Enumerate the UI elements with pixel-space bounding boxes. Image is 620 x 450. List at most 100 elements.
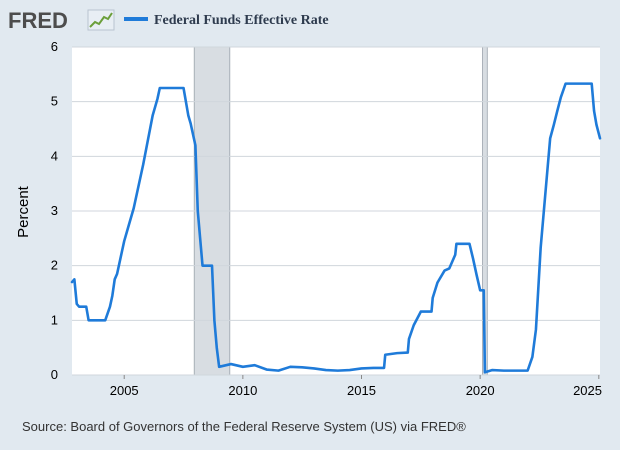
y-tick-label: 4 xyxy=(51,148,58,163)
data-point xyxy=(212,292,215,294)
data-point xyxy=(348,369,351,371)
data-point xyxy=(170,87,173,89)
data-point xyxy=(360,367,363,370)
data-point xyxy=(104,319,107,322)
data-point xyxy=(462,242,465,245)
x-tick-label: 2020 xyxy=(466,383,495,398)
data-point xyxy=(502,369,505,372)
data-point xyxy=(472,257,474,260)
data-point xyxy=(491,369,493,371)
data-point xyxy=(203,264,206,267)
data-point xyxy=(301,366,304,369)
data-point xyxy=(211,264,213,267)
data-point xyxy=(194,144,197,147)
y-tick-label: 6 xyxy=(51,39,58,54)
data-point xyxy=(199,237,202,240)
y-axis: 0 1 2 3 4 5 6 xyxy=(51,39,58,382)
data-point xyxy=(535,328,537,331)
data-point xyxy=(313,367,315,370)
data-point xyxy=(241,365,244,368)
data-point xyxy=(218,365,221,368)
data-point xyxy=(419,310,422,313)
x-tick-label: 2010 xyxy=(228,383,257,398)
data-point xyxy=(475,274,478,276)
data-point xyxy=(123,240,126,242)
series-layer xyxy=(70,82,602,374)
data-point xyxy=(546,164,549,167)
data-point xyxy=(94,319,97,322)
series-line xyxy=(70,82,602,374)
data-point xyxy=(189,122,192,125)
data-point xyxy=(75,303,78,305)
y-tick-label: 0 xyxy=(51,367,58,382)
data-point xyxy=(396,352,399,355)
data-point xyxy=(289,365,292,368)
data-point xyxy=(92,319,95,322)
data-point xyxy=(325,369,327,371)
data-point xyxy=(406,351,409,354)
header: FRED Federal Funds Effective Rate xyxy=(8,8,329,33)
fred-logo[interactable]: FRED xyxy=(8,8,68,33)
data-point xyxy=(384,353,387,356)
data-point xyxy=(78,305,81,308)
data-point xyxy=(111,294,114,297)
data-point xyxy=(482,289,485,292)
legend-label: Federal Funds Effective Rate xyxy=(154,13,329,28)
x-tick-label: 2005 xyxy=(110,383,139,398)
data-point xyxy=(132,207,135,210)
y-tick-label: 5 xyxy=(51,94,58,109)
y-tick-label: 2 xyxy=(51,258,58,273)
data-point xyxy=(118,262,121,264)
data-point xyxy=(253,364,256,367)
data-point xyxy=(85,305,88,308)
data-point xyxy=(196,210,199,212)
data-point xyxy=(71,281,73,283)
data-point xyxy=(408,338,410,340)
x-tick-label: 2015 xyxy=(347,383,376,398)
data-point xyxy=(137,185,140,188)
data-point xyxy=(87,319,90,322)
data-point xyxy=(564,82,567,85)
data-point xyxy=(90,319,92,322)
data-point xyxy=(543,205,546,208)
data-point xyxy=(537,287,540,290)
data-point xyxy=(595,123,598,126)
data-point xyxy=(559,96,562,99)
data-point xyxy=(484,371,486,374)
x-tick-label: 2025 xyxy=(573,383,602,398)
y-tick-label: 3 xyxy=(51,203,58,218)
data-point xyxy=(120,251,123,253)
y-tick-label: 1 xyxy=(51,312,58,327)
data-point xyxy=(215,346,218,349)
data-point xyxy=(430,310,433,313)
data-point xyxy=(412,324,415,327)
data-point xyxy=(151,114,154,117)
gridlines xyxy=(72,46,600,376)
data-point xyxy=(116,272,118,275)
data-point xyxy=(182,87,185,89)
data-point xyxy=(372,366,375,369)
data-point xyxy=(201,264,204,267)
data-point xyxy=(142,163,145,166)
data-point xyxy=(549,137,552,140)
data-point xyxy=(166,87,168,89)
data-point xyxy=(80,305,83,308)
x-axis: 2005 2010 2015 2020 2025 xyxy=(110,375,602,398)
data-point xyxy=(208,264,211,267)
data-point xyxy=(99,319,102,322)
data-point xyxy=(265,368,268,371)
data-point xyxy=(531,356,534,358)
data-point xyxy=(526,369,529,372)
data-point xyxy=(479,289,482,292)
y-axis-title: Percent xyxy=(15,185,32,238)
data-point xyxy=(552,124,555,127)
data-point xyxy=(593,110,595,112)
data-point xyxy=(187,114,190,117)
data-point xyxy=(436,281,439,284)
data-point xyxy=(455,242,458,245)
data-point xyxy=(539,246,542,249)
data-point xyxy=(448,267,451,270)
source-note: Source: Board of Governors of the Federa… xyxy=(22,419,466,434)
